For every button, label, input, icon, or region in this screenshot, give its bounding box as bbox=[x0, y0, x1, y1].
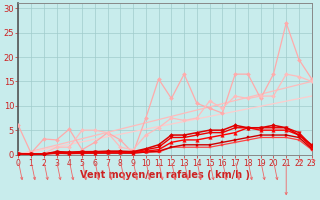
X-axis label: Vent moyen/en rafales ( km/h ): Vent moyen/en rafales ( km/h ) bbox=[80, 170, 250, 180]
